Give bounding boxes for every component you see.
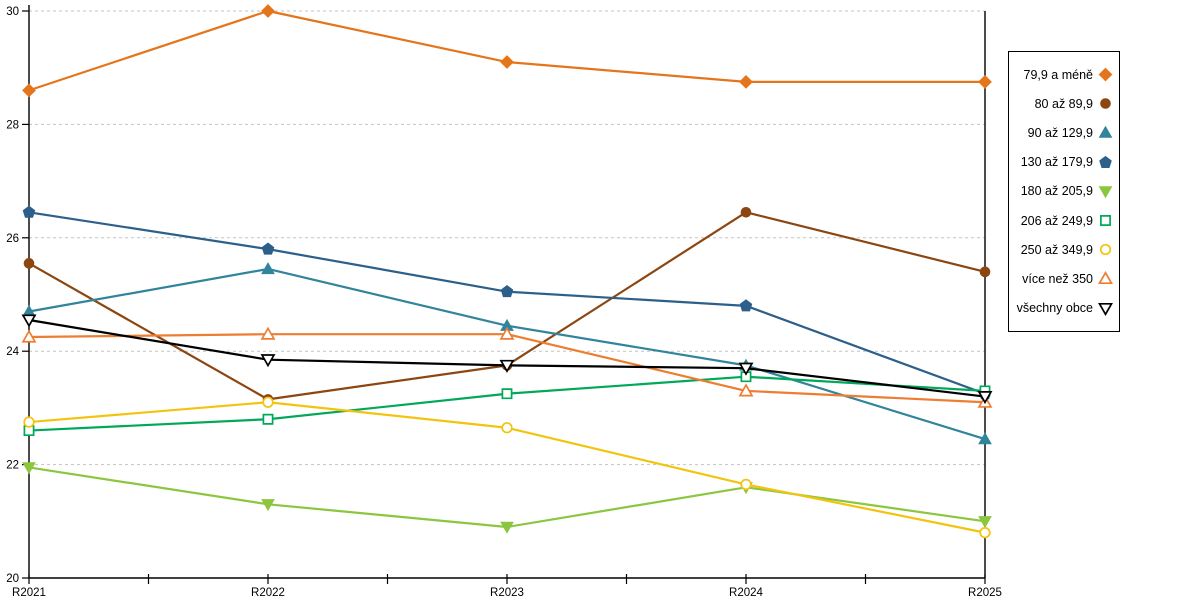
- pentagon-marker-icon: [500, 285, 514, 298]
- legend-item-8: více než 350: [1013, 264, 1113, 293]
- y-axis-label: 26: [6, 233, 19, 245]
- circle-marker-icon: [740, 206, 752, 218]
- legend-marker-icon: [1098, 186, 1113, 199]
- square-marker-icon: [262, 413, 274, 425]
- triangle-up-marker-icon: [499, 326, 515, 340]
- legend-item-7: 250 až 349,9: [1013, 235, 1113, 264]
- series-line-5: [28, 466, 986, 529]
- pentagon-marker-icon: [22, 205, 36, 218]
- triangle-down-marker-icon: [977, 391, 993, 405]
- legend-marker-icon: [1099, 155, 1112, 168]
- legend-item-6: 206 až 249,9: [1013, 206, 1113, 235]
- square-marker-icon: [501, 388, 513, 400]
- legend-marker-icon: [1098, 126, 1113, 139]
- triangle-down-marker-icon: [500, 521, 514, 534]
- legend-marker-icon: [1098, 271, 1113, 285]
- square-marker-icon: [1100, 215, 1111, 226]
- legend-item-label: 80 až 89,9: [1034, 96, 1093, 111]
- legend-item-label: 130 až 179,9: [1020, 155, 1093, 170]
- circle-marker-icon: [740, 478, 752, 491]
- circle-marker-icon: [23, 416, 35, 428]
- circle-marker-icon: [262, 396, 274, 408]
- triangle-up-marker-icon: [978, 432, 992, 445]
- series-line-1: [28, 9, 985, 92]
- triangle-up-marker-icon: [260, 326, 276, 340]
- circle-marker-icon: [23, 258, 35, 269]
- legend-item-label: všechny obce: [1016, 301, 1093, 316]
- legend-item-label: 206 až 249,9: [1020, 213, 1093, 228]
- legend-item-3: 90 až 129,9: [1013, 118, 1113, 147]
- triangle-down-marker-icon: [499, 359, 515, 373]
- circle-marker-icon: [979, 266, 991, 278]
- legend-marker-icon: [1100, 98, 1111, 110]
- legend-item-5: 180 až 205,9: [1013, 177, 1113, 206]
- legend-item-label: 180 až 205,9: [1020, 184, 1093, 199]
- triangle-down-marker-icon: [1098, 302, 1113, 316]
- legend-item-4: 130 až 179,9: [1013, 148, 1113, 177]
- legend-marker-icon: [1098, 67, 1113, 82]
- triangle-up-marker-icon: [1098, 126, 1113, 139]
- legend-item-label: 90 až 129,9: [1027, 125, 1093, 140]
- legend-item-2: 80 až 89,9: [1013, 89, 1113, 118]
- legend-item-label: 79,9 a méně: [1023, 67, 1094, 82]
- x-axis-label: R2022: [251, 587, 285, 599]
- circle-marker-icon: [1100, 98, 1111, 110]
- x-axis-label: R2024: [729, 587, 763, 599]
- diamond-marker-icon: [1098, 67, 1113, 82]
- y-axis-label: 22: [6, 460, 19, 472]
- legend-item-9: všechny obce: [1013, 294, 1113, 323]
- diamond-marker-icon: [22, 83, 36, 98]
- triangle-up-marker-icon: [1098, 271, 1113, 285]
- legend-marker-icon: [1099, 244, 1112, 256]
- triangle-down-marker-icon: [978, 516, 992, 529]
- y-axis-label: 24: [6, 346, 19, 358]
- circle-marker-icon: [501, 422, 513, 434]
- x-axis-label: R2021: [12, 587, 46, 599]
- triangle-down-marker-icon: [22, 462, 36, 475]
- triangle-up-marker-icon: [738, 383, 754, 397]
- legend-item-1: 79,9 a méně: [1013, 60, 1113, 89]
- y-axis-label: 28: [6, 119, 19, 131]
- triangle-down-marker-icon: [1098, 186, 1113, 199]
- triangle-up-marker-icon: [261, 262, 275, 275]
- legend-marker-icon: [1100, 215, 1111, 226]
- triangle-down-marker-icon: [261, 499, 275, 512]
- diamond-marker-icon: [978, 74, 992, 89]
- x-axis-label: R2023: [490, 587, 524, 599]
- diamond-marker-icon: [261, 4, 275, 18]
- legend-item-label: 250 až 349,9: [1020, 242, 1093, 257]
- triangle-down-marker-icon: [21, 314, 37, 328]
- circle-marker-icon: [1099, 244, 1112, 256]
- pentagon-marker-icon: [1099, 155, 1112, 168]
- y-axis-label: 20: [6, 573, 19, 585]
- x-axis-label: R2025: [968, 587, 1002, 599]
- legend-marker-icon: [1098, 302, 1113, 316]
- diamond-marker-icon: [739, 74, 753, 89]
- circle-marker-icon: [979, 526, 991, 539]
- triangle-down-marker-icon: [738, 362, 754, 376]
- legend-item-label: více než 350: [1022, 271, 1093, 286]
- series-line-7: [28, 401, 986, 534]
- legend: 79,9 a méně 80 až 89,9 90 až 129,9 130 až 1…: [1008, 51, 1120, 332]
- triangle-down-marker-icon: [260, 354, 276, 368]
- diamond-marker-icon: [500, 55, 514, 69]
- pentagon-marker-icon: [739, 299, 753, 312]
- pentagon-marker-icon: [261, 242, 275, 255]
- y-axis-label: 30: [6, 6, 19, 18]
- triangle-up-marker-icon: [21, 329, 37, 343]
